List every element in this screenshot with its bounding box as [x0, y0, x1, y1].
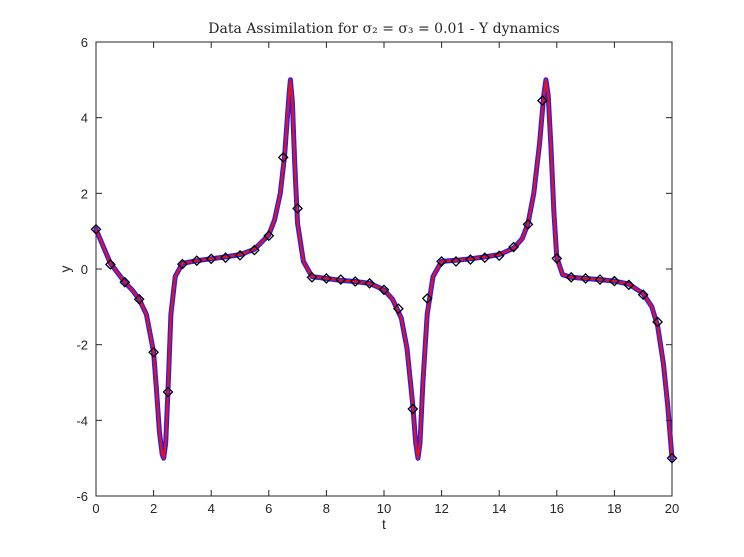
plot-area — [95, 41, 673, 497]
observation-point — [234, 249, 246, 261]
x-tick-label: 4 — [208, 501, 215, 516]
observation-point — [608, 275, 620, 287]
x-tick-label: 2 — [150, 501, 157, 516]
observation-point — [623, 279, 635, 291]
observation-point — [306, 271, 318, 283]
observation-point — [666, 452, 678, 464]
ticks-layer: 0 2 4 6 8 10 12 14 16 18 20 -6 -4 -2 0 2 4 6 — [76, 35, 679, 516]
observation-point — [508, 241, 520, 253]
x-tick-label: 8 — [323, 501, 330, 516]
y-axis-label: y — [57, 266, 73, 273]
observation-point — [277, 151, 289, 163]
x-tick-label: 16 — [550, 501, 564, 516]
observation-point — [119, 276, 131, 288]
x-tick-label: 20 — [665, 501, 679, 516]
y-tick-label: 2 — [81, 186, 88, 201]
y-tick-label: -6 — [76, 489, 88, 504]
y-tick-label: -4 — [76, 413, 88, 428]
observation-point — [220, 252, 232, 264]
observation-point — [551, 252, 563, 264]
x-tick-label: 0 — [92, 501, 99, 516]
observation-point — [133, 293, 145, 305]
observation-point — [263, 230, 275, 242]
observation-point — [176, 258, 188, 270]
observation-point — [335, 274, 347, 286]
observation-point — [191, 255, 203, 267]
observation-point — [320, 273, 332, 284]
x-tick-label: 18 — [607, 501, 621, 516]
observation-point — [580, 273, 592, 284]
observation-point — [392, 303, 404, 315]
x-tick-label: 14 — [492, 501, 506, 516]
x-axis-label: t — [382, 516, 386, 532]
observation-point — [364, 277, 376, 289]
y-tick-label: 6 — [81, 35, 88, 50]
observation-point — [90, 223, 102, 235]
y-tick-label: 4 — [81, 111, 88, 126]
observation-point — [292, 203, 304, 214]
observation-point — [421, 293, 433, 304]
observation-point — [378, 284, 390, 296]
observation-point — [464, 254, 476, 265]
x-tick-label: 10 — [377, 501, 391, 516]
observation-point — [349, 276, 361, 287]
observation-point — [493, 250, 505, 262]
observation-point — [407, 403, 419, 415]
observation-point — [652, 316, 664, 328]
observation-point — [565, 271, 577, 283]
observation-point — [248, 244, 260, 256]
x-tick-label: 12 — [434, 501, 448, 516]
series-line-2 — [94, 78, 674, 460]
observation-point — [148, 346, 160, 358]
observation-point — [205, 253, 217, 265]
observation-point — [594, 274, 606, 286]
observation-point — [536, 95, 548, 107]
series-layer — [90, 77, 678, 464]
chart-title: Data Assimilation for σ₂ = σ₃ = 0.01 - Y… — [208, 21, 559, 37]
observation-point — [522, 218, 534, 230]
x-tick-label: 6 — [265, 501, 272, 516]
observation-point — [637, 289, 649, 301]
y-tick-label: -2 — [76, 338, 88, 353]
y-tick-label: 0 — [81, 262, 88, 277]
observation-point — [436, 256, 448, 267]
observation-point — [162, 386, 174, 398]
observation-point — [450, 256, 462, 267]
observation-point — [104, 259, 116, 270]
observation-point — [479, 252, 491, 264]
